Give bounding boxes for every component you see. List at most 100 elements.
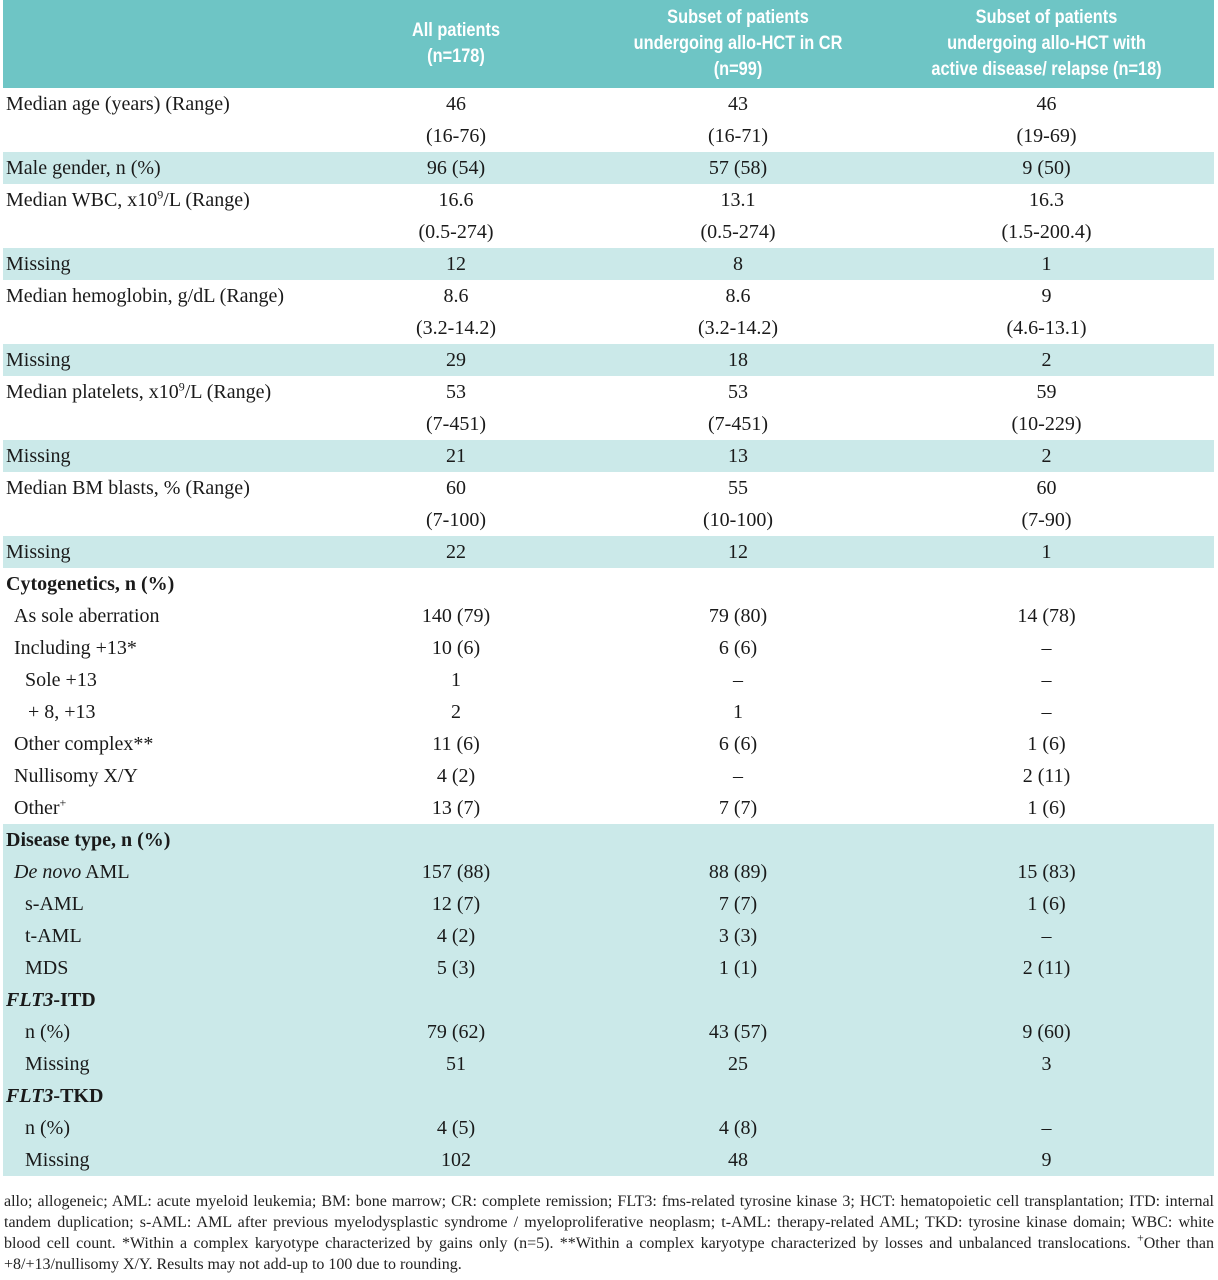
cell-all: 12 (446, 253, 466, 275)
section-heading: Disease type, n (%) (6, 829, 171, 851)
row-wbc-missing: Missing 12 8 1 (3, 248, 1214, 280)
cell-active: 9 (1041, 1149, 1052, 1171)
cell-cr: 6 (6) (718, 637, 758, 659)
row-flt3-itd-heading: FLT3-ITD (3, 984, 1214, 1016)
row-label: Median age (years) (Range) (6, 93, 230, 115)
cell-active: 9 (60) (1022, 1021, 1071, 1043)
row-tkd-n: n (%) 4 (5) 4 (8) – (3, 1112, 1214, 1144)
cell-cr: 13 (728, 445, 748, 467)
row-label: s-AML (25, 893, 84, 915)
cell-all: 21 (446, 445, 466, 467)
cell-all: 1 (451, 669, 461, 691)
cell-cr: – (733, 669, 743, 691)
cell-active: 2 (11) (1022, 765, 1071, 787)
cell-all: 8.6 (3.2-14.2) (416, 285, 496, 339)
row-other: Other+ 13 (7) 7 (7) 1 (6) (3, 792, 1214, 824)
cell-active: 60 (7-90) (1021, 477, 1072, 531)
header-subset-cr: Subset of patients undergoing allo-HCT i… (633, 7, 843, 80)
table-footnote: allo; allogeneic; AML: acute myeloid leu… (4, 1193, 1215, 1273)
cell-all: 16.6 (0.5-274) (418, 189, 494, 243)
cell-cr: 18 (728, 349, 748, 371)
cell-cr: 43 (16-71) (708, 93, 768, 147)
header-all-patients: All patients (n=178) (411, 20, 501, 67)
table-body: Median age (years) (Range) 46 (16-76) 43(… (3, 88, 1214, 1176)
table-header: All patients (n=178) Subset of patients … (3, 0, 1214, 88)
section-heading: Cytogenetics, n (%) (6, 573, 175, 595)
cell-all: 4 (2) (436, 925, 476, 947)
cell-all: 140 (79) (421, 605, 491, 627)
header-row: All patients (n=178) Subset of patients … (3, 0, 1214, 88)
row-disease-type-heading: Disease type, n (%) (3, 824, 1214, 856)
cell-active: 1 (6) (1027, 797, 1066, 819)
row-nullisomy: Nullisomy X/Y 4 (2) – 2 (11) (3, 760, 1214, 792)
row-label: Median hemoglobin, g/dL (Range) (6, 285, 285, 307)
row-median-bm-blasts: Median BM blasts, % (Range) 60 (7-100) 55… (3, 472, 1214, 536)
row-other-complex: Other complex** 11 (6) 6 (6) 1 (6) (3, 728, 1214, 760)
row-label: Median platelets, x109/L (Range) (6, 379, 272, 403)
cell-active: 3 (1041, 1053, 1052, 1075)
row-label: + 8, +13 (28, 701, 96, 723)
cell-cr: 43 (57) (708, 1021, 768, 1043)
cell-cr: 1 (733, 701, 743, 723)
cell-all: 157 (88) (421, 861, 491, 883)
cell-active: 2 (11) (1022, 957, 1071, 979)
cell-cr: 7 (7) (718, 797, 758, 819)
row-label: Missing (6, 349, 71, 371)
row-sole-13: Sole +13 1 – – (3, 664, 1214, 696)
patient-characteristics-table: All patients (n=178) Subset of patients … (3, 0, 1214, 1176)
header-col-label (25, 0, 293, 88)
row-label: Other+ (14, 795, 67, 819)
cell-cr: 3 (3) (718, 925, 758, 947)
cell-active: 46 (19-69) (1016, 93, 1077, 147)
cell-active: 15 (83) (1017, 861, 1076, 883)
row-de-novo-aml: De novo AML 157 (88) 88 (89) 15 (83) (3, 856, 1214, 888)
row-label: Missing (25, 1053, 90, 1075)
cell-active: 59 (10-229) (1011, 381, 1082, 435)
row-plus8-plus13: + 8, +13 2 1 – (3, 696, 1214, 728)
row-label: As sole aberration (14, 605, 160, 627)
row-itd-missing: Missing 51 25 3 (3, 1048, 1214, 1080)
cell-active: – (1041, 669, 1052, 691)
row-median-wbc: Median WBC, x109/L (Range) 16.6 (0.5-274)… (3, 184, 1214, 248)
row-label: n (%) (25, 1117, 70, 1139)
cell-cr: – (733, 765, 743, 787)
cell-all: 4 (5) (436, 1117, 476, 1139)
cell-cr: 12 (728, 541, 748, 563)
cell-all: 96 (54) (426, 157, 486, 179)
row-median-platelets: Median platelets, x109/L (Range) 53 (7-45… (3, 376, 1214, 440)
cell-cr: 13.1 (0.5-274) (700, 189, 776, 243)
cell-cr: 88 (89) (708, 861, 768, 883)
row-flt3-tkd-heading: FLT3-TKD (3, 1080, 1214, 1112)
cell-all: 46 (16-76) (426, 93, 486, 147)
section-heading: FLT3-ITD (6, 989, 96, 1011)
cell-all: 2 (451, 701, 461, 723)
cell-cr: 1 (1) (718, 957, 758, 979)
row-label: Male gender, n (%) (6, 157, 161, 179)
row-platelets-missing: Missing 21 13 2 (3, 440, 1214, 472)
row-itd-n: n (%) 79 (62) 43 (57) 9 (60) (3, 1016, 1214, 1048)
cell-all: 13 (7) (431, 797, 481, 819)
cell-active: 9 (50) (1022, 157, 1071, 179)
row-label: Median BM blasts, % (Range) (6, 477, 250, 499)
header-subset-active: Subset of patients undergoing allo-HCT w… (931, 7, 1162, 80)
row-bm-blasts-missing: Missing 22 12 1 (3, 536, 1214, 568)
row-label: Missing (6, 541, 71, 563)
row-median-age: Median age (years) (Range) 46 (16-76) 43(… (3, 88, 1214, 152)
row-male-gender: Male gender, n (%) 96 (54) 57 (58) 9 (50… (3, 152, 1214, 184)
cell-cr: 55 (10-100) (703, 477, 773, 531)
row-tkd-missing: Missing 102 48 9 (3, 1144, 1214, 1176)
row-label: t-AML (25, 925, 82, 947)
cell-cr: 4 (8) (718, 1117, 758, 1139)
cell-cr: 8.6 (3.2-14.2) (698, 285, 778, 339)
cell-cr: 57 (58) (708, 157, 768, 179)
row-label: MDS (25, 957, 69, 979)
cell-active: – (1041, 637, 1052, 659)
cell-all: 102 (441, 1149, 471, 1171)
cell-cr: 48 (728, 1149, 748, 1171)
cell-all: 11 (6) (432, 733, 480, 755)
row-t-aml: t-AML 4 (2) 3 (3) – (3, 920, 1214, 952)
cell-cr: 6 (6) (718, 733, 758, 755)
cell-active: – (1041, 701, 1052, 723)
row-hemoglobin-missing: Missing 29 18 2 (3, 344, 1214, 376)
cell-active: 14 (78) (1017, 605, 1076, 627)
